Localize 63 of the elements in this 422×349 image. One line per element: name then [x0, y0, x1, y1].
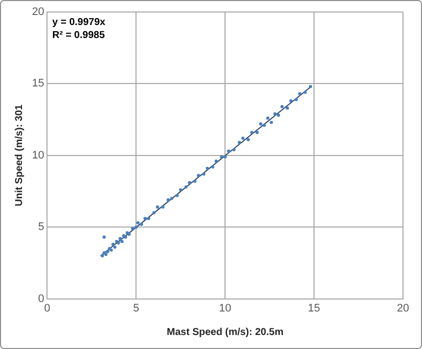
- x-tick-label: 5: [133, 302, 140, 314]
- point: [259, 122, 262, 126]
- point: [202, 172, 206, 176]
- annotation: R² = 0.9985: [52, 30, 106, 41]
- point: [262, 124, 266, 127]
- point: [227, 150, 230, 153]
- point: [273, 112, 277, 116]
- point: [196, 174, 200, 178]
- x-tick-label: 20: [396, 302, 410, 314]
- point: [111, 242, 115, 246]
- point: [136, 221, 140, 224]
- annotation: y = 0.9979x: [52, 16, 106, 28]
- point: [118, 236, 122, 240]
- point: [131, 226, 134, 230]
- point: [206, 166, 209, 170]
- point: [140, 222, 144, 226]
- point: [120, 240, 124, 244]
- point: [170, 196, 174, 200]
- point: [266, 116, 270, 120]
- x-axis-title: Mast Speed (m/s): 20.5m: [166, 326, 284, 338]
- point: [286, 106, 289, 110]
- point: [184, 185, 188, 189]
- y-tick-label: 10: [32, 149, 44, 162]
- y-tick-label: 20: [32, 6, 44, 18]
- y-tick-label: 0: [38, 292, 44, 305]
- point: [280, 105, 284, 108]
- point: [113, 246, 116, 249]
- point: [166, 198, 170, 202]
- point: [224, 155, 227, 158]
- point: [156, 205, 160, 209]
- point: [294, 98, 298, 102]
- y-axis-title: Unit Speed (m/s): 301: [14, 104, 25, 206]
- point: [211, 165, 214, 168]
- point: [147, 216, 150, 220]
- point: [276, 114, 280, 117]
- point: [238, 140, 241, 144]
- point: [250, 130, 254, 134]
- point: [152, 211, 156, 214]
- point: [256, 130, 259, 134]
- point: [175, 194, 179, 198]
- point: [214, 160, 218, 163]
- x-tick-label: 15: [308, 302, 320, 314]
- point: [100, 254, 104, 258]
- point: [134, 226, 138, 229]
- point: [179, 188, 182, 192]
- point: [102, 236, 106, 239]
- point: [188, 181, 192, 184]
- point: [232, 148, 236, 152]
- point: [308, 84, 312, 88]
- point: [298, 92, 302, 96]
- point: [161, 205, 164, 209]
- point: [289, 99, 293, 103]
- point: [246, 138, 250, 142]
- point: [241, 136, 245, 140]
- x-tick-label: 10: [218, 302, 232, 314]
- point: [270, 120, 273, 124]
- point: [304, 90, 307, 94]
- point: [193, 180, 196, 183]
- y-tick-label: 5: [38, 221, 44, 234]
- point: [220, 155, 224, 158]
- point: [143, 216, 147, 220]
- point: [106, 250, 110, 254]
- y-tick-label: 15: [32, 78, 44, 90]
